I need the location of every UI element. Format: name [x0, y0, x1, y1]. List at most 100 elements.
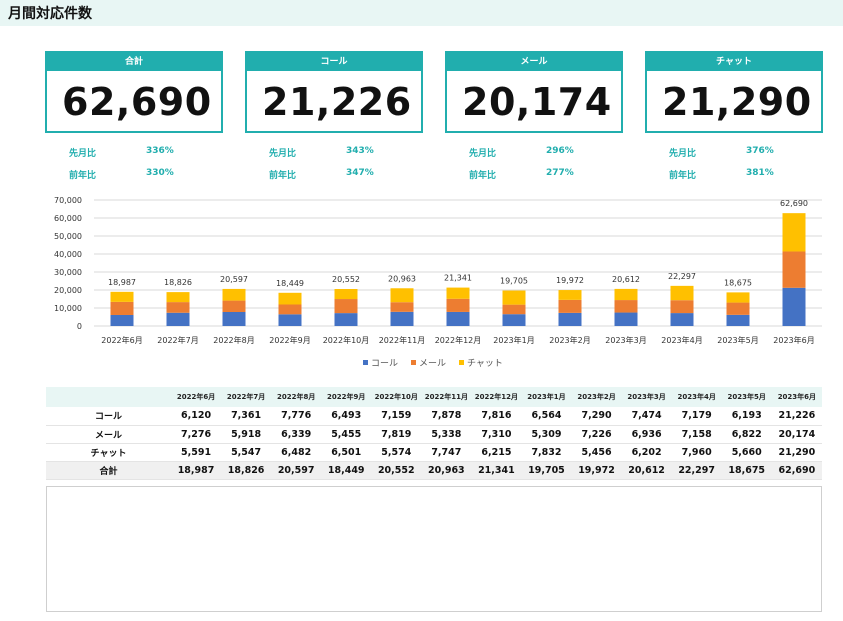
kpi-card-mail: メール 20,174 — [445, 51, 623, 133]
table-header-cell: 2022年11月 — [421, 387, 472, 407]
bar-segment — [334, 313, 358, 326]
table-cell: 5,918 — [221, 425, 272, 444]
bar-segment — [502, 314, 526, 326]
table-row-label: 合計 — [46, 461, 171, 480]
bar-segment — [670, 285, 694, 301]
data-label: 20,963 — [388, 274, 416, 283]
bar-segment — [670, 313, 694, 326]
page-header: 月間対応件数 — [0, 0, 843, 26]
table-cell: 18,826 — [221, 461, 272, 480]
kpi-card-label: メール — [447, 53, 621, 71]
table-cell: 21,341 — [471, 461, 522, 480]
data-label: 18,826 — [164, 278, 192, 287]
table-header-cell: 2022年9月 — [321, 387, 372, 407]
x-tick-label: 2023年2月 — [549, 335, 590, 345]
mom-label: 先月比 — [669, 149, 697, 159]
table-header-cell: 2022年10月 — [371, 387, 422, 407]
table-cell: 7,816 — [471, 407, 522, 426]
table-row-label: チャット — [46, 443, 171, 462]
kpi-card-total: 合計 62,690 — [45, 51, 223, 133]
table-header-cell: 2022年8月 — [271, 387, 322, 407]
table-header-cell: 2023年1月 — [521, 387, 572, 407]
mom-value: 376% — [746, 146, 774, 156]
table-header-cell: 2023年3月 — [621, 387, 672, 407]
table-header-row: 2022年6月 2022年7月 2022年8月 2022年9月 2022年10月… — [46, 387, 822, 407]
table-cell: 22,297 — [671, 461, 722, 480]
bar-segment — [334, 289, 358, 300]
table-cell: 7,960 — [671, 443, 722, 462]
table-cell: 7,776 — [271, 407, 322, 426]
table-cell: 7,290 — [571, 407, 622, 426]
bar-segment — [726, 302, 750, 315]
table-cell: 18,449 — [321, 461, 372, 480]
legend-swatch — [459, 360, 464, 365]
table-cell: 62,690 — [771, 461, 822, 480]
table-row: チャット 5,591 5,547 6,482 6,501 5,574 7,747 6,215 7… — [46, 443, 822, 462]
x-tick-label: 2023年1月 — [493, 335, 534, 345]
bar-segment — [390, 302, 414, 312]
x-tick-label: 2022年11月 — [379, 335, 426, 345]
mom-value: 296% — [546, 146, 574, 156]
page-title: 月間対応件数 — [8, 6, 92, 22]
bar-segment — [502, 304, 526, 315]
table-cell: 6,822 — [721, 425, 772, 444]
bar-segment — [110, 314, 134, 326]
bar-segment — [166, 312, 190, 326]
kpi-card-value: 62,690 — [62, 80, 212, 124]
bar-segment — [110, 301, 134, 315]
bar-segment — [334, 299, 358, 314]
y-tick-label: 30,000 — [54, 268, 82, 277]
legend-label: チャット — [467, 358, 503, 369]
table-header-cell: 2023年4月 — [671, 387, 722, 407]
table-cell: 6,482 — [271, 443, 322, 462]
data-label: 18,675 — [724, 278, 752, 287]
bar-segment — [278, 292, 302, 305]
bar-segment — [782, 213, 806, 252]
data-label: 19,972 — [556, 276, 584, 285]
mom-label: 先月比 — [69, 149, 97, 159]
table-cell: 7,179 — [671, 407, 722, 426]
x-tick-label: 2023年3月 — [605, 335, 646, 345]
mom-label: 先月比 — [269, 149, 297, 159]
y-tick-label: 10,000 — [54, 304, 82, 313]
table-cell: 5,574 — [371, 443, 422, 462]
bar-segment — [110, 291, 134, 302]
kpi-card-chat: チャット 21,290 — [645, 51, 823, 133]
table-cell: 5,660 — [721, 443, 772, 462]
table-cell: 6,564 — [521, 407, 572, 426]
kpi-card-value: 20,174 — [462, 80, 612, 124]
table-cell: 20,963 — [421, 461, 472, 480]
data-label: 22,297 — [668, 272, 696, 281]
table-cell: 5,338 — [421, 425, 472, 444]
y-tick-label: 0 — [77, 322, 82, 331]
bar-segment — [614, 312, 638, 326]
y-tick-label: 20,000 — [54, 286, 82, 295]
table-cell: 7,832 — [521, 443, 572, 462]
bar-segment — [782, 287, 806, 326]
table-cell: 7,276 — [171, 425, 222, 444]
bar-segment — [278, 304, 302, 315]
bar-segment — [446, 298, 470, 312]
x-tick-label: 2023年4月 — [661, 335, 702, 345]
x-tick-label: 2022年10月 — [323, 335, 370, 345]
table-cell: 5,455 — [321, 425, 372, 444]
bar-segment — [558, 312, 582, 326]
bar-segment — [446, 311, 470, 326]
table-cell: 5,456 — [571, 443, 622, 462]
data-label: 18,987 — [108, 278, 136, 287]
table-cell: 7,226 — [571, 425, 622, 444]
table-cell: 7,361 — [221, 407, 272, 426]
table-cell: 6,120 — [171, 407, 222, 426]
bar-segment — [166, 292, 190, 303]
table-header-cell: 2023年6月 — [771, 387, 822, 407]
kpi-card-label: 合計 — [47, 53, 221, 71]
table-row: メール 7,276 5,918 6,339 5,455 7,819 5,338 7,310 5,… — [46, 425, 822, 444]
table-header-cell: 2022年7月 — [221, 387, 272, 407]
table-cell: 19,705 — [521, 461, 572, 480]
legend-label: コール — [371, 359, 398, 369]
bar-segment — [614, 300, 638, 313]
table-cell: 21,226 — [771, 407, 822, 426]
bar-segment — [222, 288, 246, 301]
bar-segment — [726, 292, 750, 303]
legend-label: メール — [419, 359, 446, 369]
